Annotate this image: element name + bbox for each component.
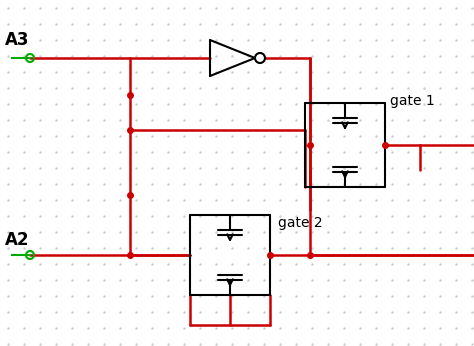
Text: gate 1: gate 1 [390,94,435,108]
Text: A3: A3 [5,31,29,49]
Text: gate 2: gate 2 [278,216,323,230]
Text: A2: A2 [5,231,29,249]
